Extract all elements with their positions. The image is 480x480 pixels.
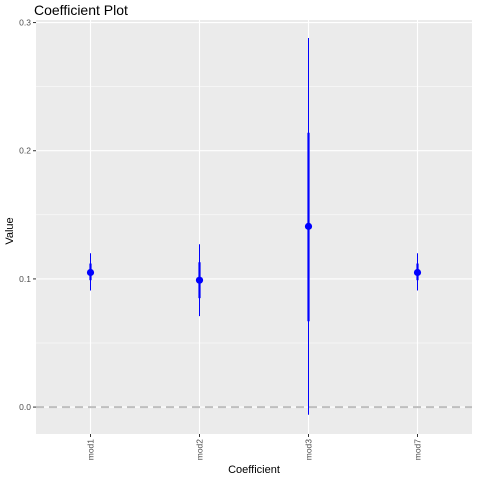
point-estimate-mod1 — [86, 268, 95, 277]
y-tick-label: 0.2 — [19, 146, 31, 156]
plot-panel — [36, 20, 472, 434]
point-estimate-mod2 — [195, 276, 204, 284]
x-axis-ticks: mod1 mod2 mod3 mod7 — [86, 434, 423, 460]
y-tick-label: 0.3 — [19, 18, 31, 28]
y-axis-title: Value — [4, 217, 16, 244]
point-estimate-mod3 — [304, 222, 313, 230]
y-tick-label: 0.0 — [19, 402, 31, 412]
y-axis-ticks: 0.0 0.1 0.2 0.3 — [19, 18, 36, 412]
y-tick-label: 0.1 — [19, 274, 31, 284]
chart-title: Coefficient Plot — [34, 2, 128, 18]
point-estimate-mod7 — [413, 268, 422, 277]
x-tick-label: mod1 — [86, 439, 96, 461]
x-tick-label: mod2 — [195, 439, 205, 461]
x-tick-label: mod3 — [304, 439, 314, 461]
x-axis-title: Coefficient — [228, 464, 280, 476]
x-tick-label: mod7 — [413, 439, 423, 461]
minor-gridlines — [36, 86, 472, 344]
coefficient-marks — [86, 37, 422, 415]
